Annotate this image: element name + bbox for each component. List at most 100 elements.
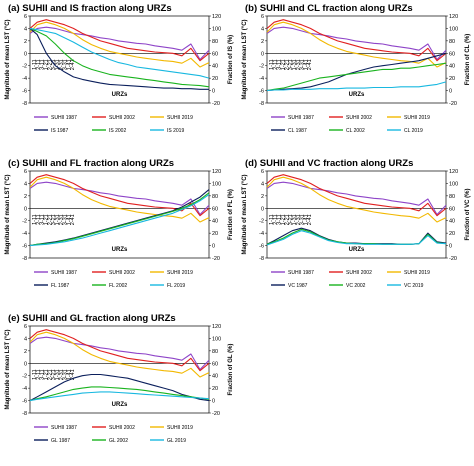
legend-label: FL 2002 [109,283,127,289]
y2-axis-label: Fraction of CL (%) [465,34,471,86]
zone-label: 2-41 [70,214,76,225]
x-axis-label: URZs [112,92,128,98]
y2-tick-label: 120 [449,14,458,20]
zone-label: 3-31 [63,59,69,70]
y2-axis-label: Fraction of IS (%) [228,35,234,84]
zone-label: 1-41 [66,214,72,225]
chart-title: (a) SUHII and IS fraction along URZs [8,3,172,14]
zone-label: 1-41 [303,214,309,225]
series-line-is-2002 [29,27,210,88]
series-line-gl-2019 [29,391,210,402]
zone-label: 1-41 [303,59,309,70]
y2-tick-label: 0 [212,399,215,405]
y2-tick-label: 100 [212,181,221,187]
zone-label: 2-41 [70,369,76,380]
y2-tick-label: 20 [449,76,455,82]
y2-axis-label: Fraction of VC (%) [465,188,471,240]
series-line-suhii-2019 [29,331,210,378]
chart-title: (d) SUHII and VC fraction along URZs [245,158,413,169]
series-line-suhii-2002 [29,329,210,372]
y2-tick-label: 40 [212,374,218,380]
y-tick-label: 4 [24,336,27,342]
y-tick-label: 0 [24,361,27,367]
y-tick-label: -8 [259,101,264,107]
legend-label: VC 2002 [346,283,366,289]
y-tick-label: 0 [261,206,264,212]
zone-label: 3-11 [40,214,46,225]
zone-label: 1-31 [292,214,298,225]
series-line-is-1987 [29,27,209,90]
series-line-fl-2002 [29,192,210,247]
zone-label: 2-21 [284,214,290,225]
y2-tick-label: 60 [449,206,455,212]
y2-tick-label: 120 [212,14,221,20]
y2-tick-label: 20 [449,231,455,237]
y2-axis-label: Fraction of FL (%) [228,189,234,240]
series-line-gl-2002 [29,386,210,402]
y2-tick-label: 40 [212,219,218,225]
legend-label: SUHII 1987 [288,270,314,276]
y2-tick-label: -20 [212,256,220,262]
series-line-cl-1987 [266,52,447,92]
y-tick-label: -2 [22,219,27,225]
zone-label: 3-31 [63,214,69,225]
zone-label: 3-31 [300,214,306,225]
y-tick-label: -2 [22,64,27,70]
series-line-suhii-1987 [266,26,447,61]
legend-label: SUHII 1987 [51,425,77,431]
plot-frame [266,15,447,104]
plot-frame [29,170,210,259]
zone-label: 2-31 [59,59,65,70]
series-line-vc-2019 [266,230,447,246]
zone-label: 1-31 [55,59,61,70]
chart-panel-0: (a) SUHII and IS fraction along URZs -8 -6… [5,3,234,134]
chart-panel-3: (d) SUHII and VC fraction along URZs -8 -6… [242,158,471,289]
x-axis-label: URZs [112,402,128,408]
y-tick-label: 0 [261,51,264,57]
zone-label: 1-11 [32,214,38,225]
zone-label: 1-41 [66,369,72,380]
y2-tick-label: 120 [449,169,458,175]
y2-tick-label: 20 [212,231,218,237]
legend-label: CL 2019 [404,128,423,134]
legend-label: FL 1987 [51,283,69,289]
chart-title: (b) SUHII and CL fraction along URZs [245,3,413,14]
series-line-gl-1987 [29,373,210,402]
y2-tick-label: 80 [212,39,218,45]
zone-label: 2-41 [307,214,313,225]
zone-label: 1-21 [43,214,49,225]
chart-title: (e) SUHII and GL fraction along URZs [8,313,176,324]
legend-label: IS 1987 [51,128,68,134]
legend-label: CL 1987 [288,128,307,134]
series-line-suhii-1987 [29,181,210,216]
zone-label: 1-11 [32,369,38,380]
zone-label: 3-31 [300,59,306,70]
y2-tick-label: 60 [449,51,455,57]
y2-tick-label: 40 [212,64,218,70]
y2-tick-label: 100 [212,336,221,342]
y2-tick-label: -20 [449,256,457,262]
y-tick-label: 0 [24,51,27,57]
y2-tick-label: 40 [449,219,455,225]
y-axis-label: Magnitude of mean LST (°C) [242,19,248,99]
zone-label: 2-11 [36,369,42,380]
legend-label: VC 2019 [404,283,424,289]
zone-label: 2-41 [307,59,313,70]
y-tick-label: -6 [259,244,264,250]
y2-tick-label: 120 [212,169,221,175]
y-tick-label: -6 [22,399,27,405]
y-tick-label: -4 [22,231,27,237]
zone-label: 2-31 [296,214,302,225]
zone-label: 2-31 [296,59,302,70]
zone-label: 2-31 [59,214,65,225]
y2-axis-label: Fraction of GL (%) [228,344,234,396]
y-tick-label: -6 [22,89,27,95]
zone-label: 3-31 [63,369,69,380]
series-line-suhii-2002 [266,174,447,217]
x-axis-label: URZs [349,247,365,253]
legend-label: SUHII 2002 [109,115,135,121]
series-line-fl-1987 [29,189,210,247]
legend-label: SUHII 2019 [404,270,430,276]
series-line-cl-2019 [266,81,447,92]
